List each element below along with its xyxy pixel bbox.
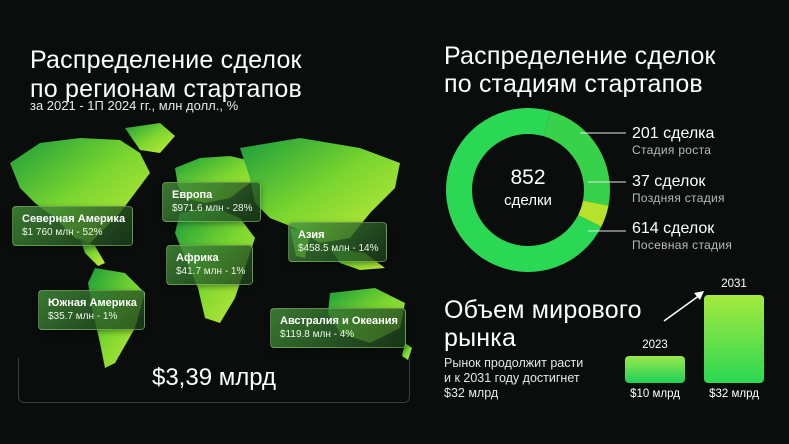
region-value: $1 760 млн - 52% bbox=[22, 227, 103, 238]
growth-arrow-icon bbox=[663, 291, 704, 322]
region-card-europe: Европа $971.6 млн - 28% bbox=[162, 182, 261, 222]
region-name: Европа bbox=[172, 189, 213, 201]
regions-title-line2: по регионам стартапов bbox=[30, 75, 302, 103]
market-value-label: $32 млрд bbox=[709, 388, 759, 400]
stage-count: 201 сделка bbox=[632, 125, 715, 142]
new-zealand-shape bbox=[402, 343, 412, 360]
region-value: $458.5 млн - 14% bbox=[298, 243, 379, 254]
stage-count: 614 сделок bbox=[632, 220, 715, 237]
region-name: Азия bbox=[298, 229, 325, 241]
region-value: $41.7 млн - 1% bbox=[176, 266, 246, 277]
region-card-asia: Азия $458.5 млн - 14% bbox=[288, 222, 387, 262]
total-panel: $3,39 млрд bbox=[18, 358, 410, 403]
market-title-line1: Объем мирового bbox=[444, 296, 642, 324]
market-text: Рынок продолжит расти и к 2031 году дост… bbox=[444, 356, 583, 401]
stage-label: Посевная стадия bbox=[632, 238, 733, 252]
region-card-africa: Африка $41.7 млн - 1% bbox=[166, 245, 254, 285]
donut-slice-late bbox=[578, 200, 609, 227]
regions-subtitle: за 2021 - 1П 2024 гг., млн долл., % bbox=[30, 98, 239, 113]
stage-label: Поздняя стадия bbox=[632, 191, 725, 205]
greenland-shape bbox=[125, 123, 175, 153]
donut-center-value: 852 bbox=[510, 166, 546, 189]
stage-seed: 614 сделок Посевная стадия bbox=[632, 219, 732, 253]
market-bar-2023 bbox=[625, 355, 685, 383]
market-text-line3: $32 млрд bbox=[444, 386, 499, 400]
region-name: Австралия и Океания bbox=[280, 315, 398, 327]
market-text-line2: и к 2031 году достигнет bbox=[444, 371, 580, 385]
stage-late: 37 сделок Поздняя стадия bbox=[632, 172, 725, 206]
region-value: $119.8 млн - 4% bbox=[280, 329, 355, 340]
stages-title-line1: Распределение сделок bbox=[444, 42, 716, 70]
market-bar-2031 bbox=[704, 295, 764, 383]
regions-title-line1: Распределение сделок bbox=[30, 46, 302, 74]
donut-center-label: сделки bbox=[504, 192, 552, 209]
region-value: $971.6 млн - 28% bbox=[172, 203, 253, 214]
region-card-south-america: Южная Америка $35.7 млн - 1% bbox=[38, 290, 145, 330]
market-text-line1: Рынок продолжит расти bbox=[444, 356, 584, 370]
total-value: $3,39 млрд bbox=[151, 364, 277, 391]
stage-count: 37 сделок bbox=[632, 173, 706, 190]
stage-label: Стадия роста bbox=[632, 143, 712, 157]
region-name: Северная Америка bbox=[22, 213, 126, 225]
market-year-label: 2023 bbox=[642, 338, 668, 351]
region-value: $35.7 млн - 1% bbox=[48, 311, 118, 322]
region-card-north-america: Северная Америка $1 760 млн - 52% bbox=[12, 206, 134, 246]
region-name: Южная Америка bbox=[48, 297, 137, 309]
market-title-line2: рынка bbox=[444, 324, 517, 352]
stages-title-line2: по стадиям стартапов bbox=[444, 70, 703, 98]
donut-connectors bbox=[580, 132, 626, 232]
region-card-australia: Австралия и Океания $119.8 млн - 4% bbox=[270, 308, 406, 348]
stage-growth: 201 сделка Стадия роста bbox=[632, 124, 714, 158]
asia-shape bbox=[240, 138, 400, 243]
donut-slice-seed bbox=[446, 107, 602, 272]
region-name: Африка bbox=[176, 252, 219, 264]
market-year-label: 2031 bbox=[721, 278, 747, 290]
market-value-label: $10 млрд bbox=[630, 388, 680, 400]
